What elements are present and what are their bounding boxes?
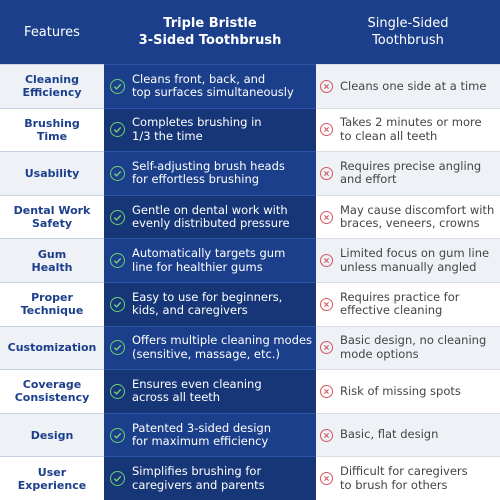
single-sided-text: May cause discomfort with braces, veneer…	[340, 202, 495, 231]
single-sided-text: Basic, flat design	[340, 427, 439, 442]
x-circle-icon	[320, 166, 333, 180]
check-circle-icon	[110, 122, 125, 138]
single-sided-cell: Takes 2 minutes or more to clean all tee…	[316, 107, 500, 152]
single-sided-text: Cleans one side at a time	[340, 78, 487, 93]
single-sided-cell: Requires precise angling and effort	[316, 151, 500, 195]
single-sided-cell: Basic, flat design	[316, 412, 500, 457]
feature-label: Coverage Consistency	[0, 369, 104, 413]
check-circle-icon	[110, 209, 125, 225]
triple-bristle-cell: Offers multiple cleaning modes (sensitiv…	[104, 325, 316, 370]
triple-bristle-cell: Automatically targets gum line for healt…	[104, 238, 316, 282]
single-sided-cell: Difficult for caregivers to brush for ot…	[316, 456, 500, 500]
single-sided-cell: May cause discomfort with braces, veneer…	[316, 194, 500, 239]
feature-label: Cleaning Efficiency	[0, 64, 104, 108]
triple-bristle-cell: Ensures even cleaning across all teeth	[104, 369, 316, 413]
x-circle-icon	[320, 428, 333, 442]
x-circle-icon	[320, 254, 333, 268]
triple-bristle-cell: Completes brushing in 1/3 the time	[104, 107, 316, 152]
single-sided-cell: Risk of missing spots	[316, 369, 500, 413]
single-sided-text: Requires precise angling and effort	[340, 158, 482, 187]
triple-bristle-text: Simplifies brushing for caregivers and p…	[132, 464, 265, 492]
feature-label: Design	[0, 412, 104, 457]
triple-bristle-text: Gentle on dental work with evenly distri…	[132, 202, 290, 231]
single-sided-text: Difficult for caregivers to brush for ot…	[340, 464, 468, 492]
check-circle-icon	[110, 471, 125, 487]
triple-bristle-text: Offers multiple cleaning modes (sensitiv…	[132, 333, 313, 361]
x-circle-icon	[320, 384, 333, 398]
triple-bristle-text: Self-adjusting brush heads for effortles…	[132, 158, 285, 187]
triple-bristle-cell: Self-adjusting brush heads for effortles…	[104, 151, 316, 195]
single-sided-cell: Basic design, no cleaning mode options	[316, 325, 500, 370]
triple-bristle-cell: Cleans front, back, and top surfaces sim…	[104, 64, 316, 108]
check-circle-icon	[110, 165, 125, 181]
x-circle-icon	[320, 297, 333, 311]
triple-bristle-cell: Gentle on dental work with evenly distri…	[104, 194, 316, 239]
triple-bristle-cell: Patented 3-sided design for maximum effi…	[104, 412, 316, 457]
feature-label: Customization	[0, 325, 104, 370]
feature-label: Usability	[0, 151, 104, 195]
single-sided-cell: Limited focus on gum line unless manuall…	[316, 238, 500, 282]
header-triple-bristle: Triple Bristle 3-Sided Toothbrush	[104, 0, 316, 64]
single-sided-text: Limited focus on gum line unless manuall…	[340, 246, 490, 274]
triple-bristle-text: Easy to use for beginners, kids, and car…	[132, 289, 283, 318]
single-sided-text: Basic design, no cleaning mode options	[340, 333, 487, 361]
feature-label: Gum Health	[0, 238, 104, 282]
single-sided-text: Requires practice for effective cleaning	[340, 289, 460, 318]
triple-bristle-text: Patented 3-sided design for maximum effi…	[132, 420, 272, 449]
check-circle-icon	[110, 296, 125, 312]
x-circle-icon	[320, 123, 333, 137]
feature-label: Dental Work Safety	[0, 194, 104, 239]
x-circle-icon	[320, 79, 333, 93]
single-sided-cell: Requires practice for effective cleaning	[316, 281, 500, 326]
feature-label: User Experience	[0, 456, 104, 500]
header-single-sided: Single-Sided Toothbrush	[316, 0, 500, 64]
check-circle-icon	[110, 427, 125, 443]
check-circle-icon	[110, 78, 125, 94]
triple-bristle-text: Automatically targets gum line for healt…	[132, 246, 286, 274]
triple-bristle-text: Completes brushing in 1/3 the time	[132, 115, 262, 143]
triple-bristle-cell: Simplifies brushing for caregivers and p…	[104, 456, 316, 500]
check-circle-icon	[110, 253, 125, 269]
triple-bristle-text: Ensures even cleaning across all teeth	[132, 376, 262, 405]
feature-label: Brushing Time	[0, 107, 104, 152]
check-circle-icon	[110, 383, 125, 399]
single-sided-cell: Cleans one side at a time	[316, 64, 500, 108]
triple-bristle-cell: Easy to use for beginners, kids, and car…	[104, 281, 316, 326]
feature-label: Proper Technique	[0, 281, 104, 326]
x-circle-icon	[320, 341, 333, 355]
single-sided-text: Takes 2 minutes or more to clean all tee…	[340, 115, 482, 143]
x-circle-icon	[320, 210, 333, 224]
x-circle-icon	[320, 472, 333, 486]
check-circle-icon	[110, 340, 125, 356]
single-sided-text: Risk of missing spots	[340, 383, 461, 398]
header-features: Features	[0, 0, 104, 64]
triple-bristle-text: Cleans front, back, and top surfaces sim…	[132, 71, 294, 100]
